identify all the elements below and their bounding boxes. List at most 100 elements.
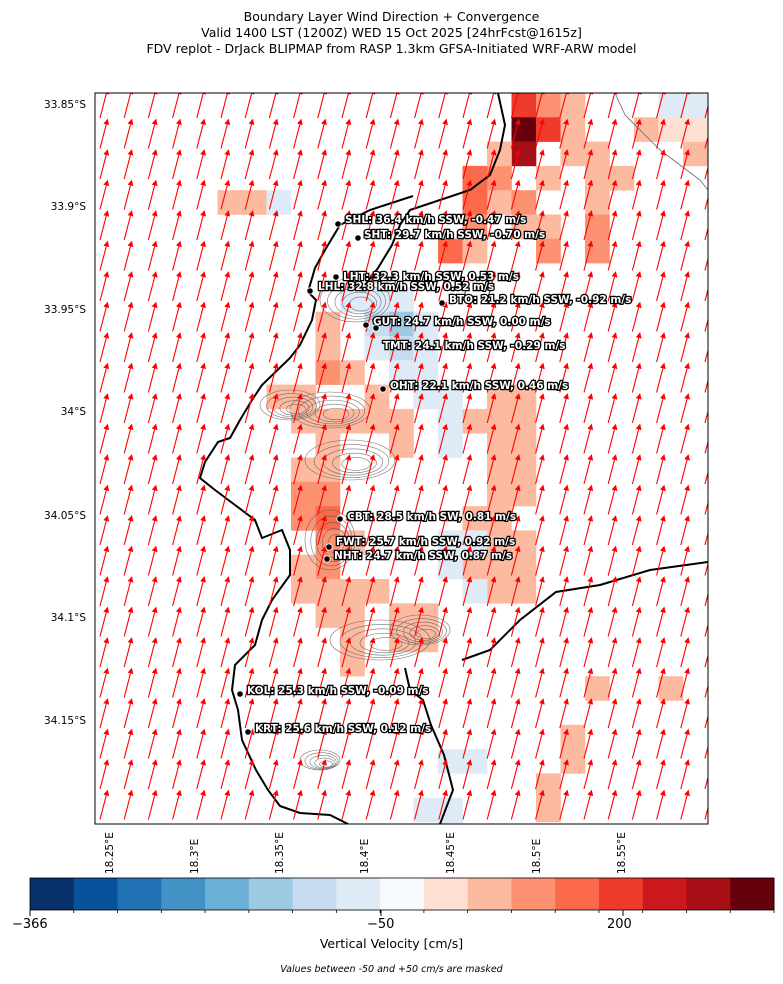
velocity-cell bbox=[732, 215, 757, 240]
wind-arrow bbox=[486, 149, 497, 180]
wind-arrow bbox=[414, 423, 424, 454]
wind-arrow bbox=[268, 515, 279, 546]
wind-arrow bbox=[268, 362, 279, 393]
wind-arrow bbox=[535, 149, 545, 180]
wind-arrow bbox=[559, 301, 569, 332]
wind-arrow bbox=[486, 698, 497, 729]
wind-arrow bbox=[704, 805, 708, 820]
wind-arrow bbox=[172, 606, 182, 637]
wind-arrow bbox=[510, 667, 521, 698]
wind-arrow bbox=[317, 759, 327, 790]
wind-arrow bbox=[244, 576, 255, 607]
velocity-cell bbox=[242, 190, 267, 215]
wind-arrow bbox=[293, 545, 303, 576]
wind-arrow bbox=[365, 210, 376, 241]
terrain-contour bbox=[321, 527, 348, 558]
wind-arrow bbox=[123, 728, 134, 759]
wind-arrow bbox=[559, 423, 569, 454]
wind-arrow bbox=[268, 149, 279, 180]
velocity-cell bbox=[536, 238, 561, 264]
wind-arrow bbox=[510, 332, 521, 363]
wind-arrow bbox=[510, 576, 521, 607]
wind-arrow bbox=[414, 362, 424, 393]
terrain-contour bbox=[259, 389, 321, 421]
wind-arrow bbox=[268, 728, 279, 759]
wind-arrow bbox=[196, 667, 206, 698]
wind-arrow bbox=[462, 545, 473, 576]
wind-arrow bbox=[196, 698, 206, 729]
wind-arrow bbox=[293, 454, 303, 485]
wind-arrow bbox=[99, 637, 110, 668]
wind-arrow bbox=[172, 545, 182, 576]
wind-arrow bbox=[172, 301, 182, 332]
velocity-cell bbox=[536, 214, 561, 240]
wind-arrow bbox=[389, 667, 400, 698]
velocity-cell bbox=[683, 93, 708, 118]
wind-arrow bbox=[365, 484, 376, 515]
wind-arrow bbox=[244, 301, 255, 332]
wind-arrow bbox=[656, 393, 666, 424]
wind-arrow bbox=[244, 393, 255, 424]
wind-arrow bbox=[99, 576, 110, 607]
velocity-cell bbox=[217, 190, 243, 215]
wind-arrow bbox=[656, 667, 666, 698]
wind-arrow bbox=[317, 454, 327, 485]
wind-arrow bbox=[99, 728, 110, 759]
wind-arrow bbox=[486, 271, 497, 302]
wind-arrow bbox=[123, 759, 134, 790]
wind-arrow bbox=[365, 393, 376, 424]
station-marker bbox=[372, 324, 380, 332]
wind-arrow bbox=[704, 378, 708, 393]
wind-arrow bbox=[220, 789, 231, 820]
wind-arrow bbox=[220, 698, 231, 729]
wind-arrow bbox=[583, 789, 594, 820]
wind-arrow bbox=[341, 301, 352, 332]
wind-arrow bbox=[123, 545, 134, 576]
wind-arrow bbox=[607, 423, 618, 454]
wind-arrow bbox=[147, 545, 158, 576]
wind-arrow bbox=[268, 637, 279, 668]
wind-arrow bbox=[196, 454, 206, 485]
wind-arrow bbox=[268, 93, 279, 119]
wind-arrow bbox=[583, 240, 594, 271]
station-marker bbox=[336, 515, 344, 523]
wind-arrow bbox=[147, 454, 158, 485]
station-label: LHL: 32.8 km/h SSW, 0.52 m/s bbox=[318, 281, 494, 293]
wind-arrow bbox=[656, 484, 666, 515]
wind-arrow bbox=[486, 362, 497, 393]
velocity-cell bbox=[585, 190, 610, 215]
wind-arrow bbox=[268, 667, 279, 698]
wind-arrow bbox=[99, 332, 110, 363]
wind-arrow bbox=[438, 728, 448, 759]
wind-arrow bbox=[438, 606, 448, 637]
wind-arrow bbox=[680, 240, 690, 271]
lat-tick-label: 33.95°S bbox=[44, 304, 86, 316]
wind-arrow bbox=[438, 362, 448, 393]
wind-arrow bbox=[341, 118, 352, 149]
wind-arrow bbox=[317, 606, 327, 637]
terrain-contour bbox=[313, 444, 390, 478]
wind-arrow bbox=[583, 576, 594, 607]
wind-arrow bbox=[244, 515, 255, 546]
wind-arrow bbox=[341, 484, 352, 515]
wind-arrow bbox=[535, 362, 545, 393]
wind-arrow bbox=[631, 149, 642, 180]
wind-arrow bbox=[172, 698, 182, 729]
wind-arrow bbox=[123, 454, 134, 485]
wind-arrow bbox=[317, 93, 327, 119]
wind-arrow bbox=[196, 118, 206, 149]
wind-arrow bbox=[147, 789, 158, 820]
wind-arrow bbox=[196, 149, 206, 180]
terrain-contour bbox=[322, 407, 350, 421]
wind-arrow bbox=[607, 515, 618, 546]
velocity-cell bbox=[707, 93, 708, 118]
wind-arrow bbox=[462, 271, 473, 302]
wind-arrow bbox=[656, 271, 666, 302]
colorbar-swatch bbox=[642, 878, 687, 910]
wind-arrow bbox=[438, 393, 448, 424]
wind-arrow bbox=[220, 271, 231, 302]
wind-arrow bbox=[147, 271, 158, 302]
wind-arrow bbox=[365, 332, 376, 363]
station-marker bbox=[325, 543, 333, 551]
wind-arrow bbox=[462, 179, 473, 210]
